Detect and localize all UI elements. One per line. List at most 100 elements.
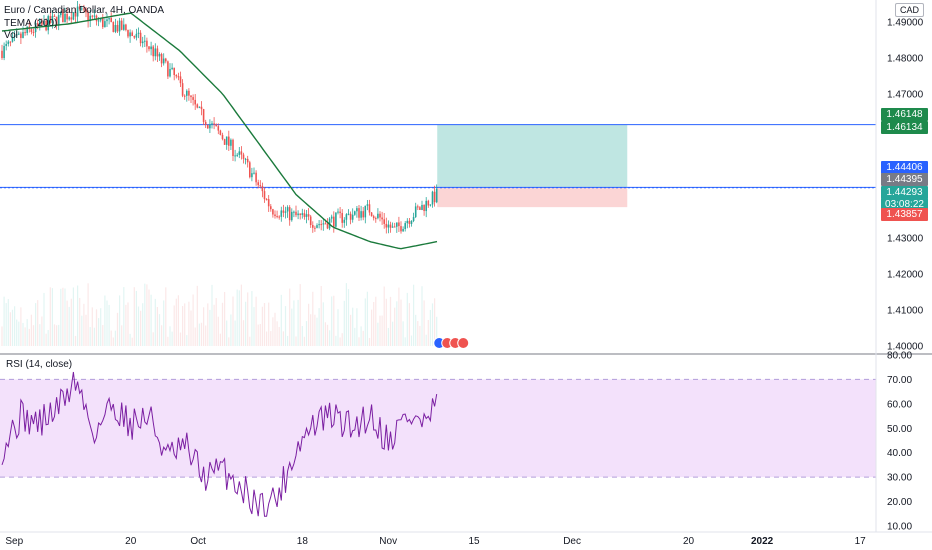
volume-bar xyxy=(368,337,371,346)
candle-body xyxy=(408,220,411,224)
volume-bar xyxy=(249,336,251,346)
candle-body xyxy=(221,134,224,140)
volume-bar xyxy=(188,301,190,346)
candle-body xyxy=(318,224,320,226)
candle-body xyxy=(192,97,194,100)
candle-body xyxy=(341,213,343,223)
candle-body xyxy=(135,33,138,38)
volume-bar xyxy=(77,285,79,346)
volume-bar xyxy=(398,287,400,346)
volume-bar xyxy=(263,303,266,346)
volume-bar xyxy=(95,309,98,346)
volume-bar xyxy=(196,285,198,346)
candle-body xyxy=(62,12,64,23)
candle-body xyxy=(83,8,85,10)
candle-body xyxy=(320,224,322,226)
volume-bar xyxy=(53,324,56,346)
candle-body xyxy=(13,35,16,38)
time-tick-label: Sep xyxy=(5,536,23,547)
volume-bar xyxy=(182,306,184,346)
candle-body xyxy=(238,151,241,155)
volume-bar xyxy=(87,283,89,346)
candlestick-series xyxy=(1,0,438,234)
candle-body xyxy=(291,211,293,221)
candle-body xyxy=(249,162,251,178)
volume-bar xyxy=(41,316,43,346)
price-tick-label: 1.42000 xyxy=(887,270,924,281)
volume-bar xyxy=(179,332,182,346)
volume-bar xyxy=(303,336,305,346)
volume-bar xyxy=(356,308,358,346)
candle-body xyxy=(209,124,211,129)
candle-body xyxy=(110,18,112,23)
take-profit-zone[interactable] xyxy=(437,124,628,188)
stop-loss-zone[interactable] xyxy=(437,187,628,208)
candle-body xyxy=(156,48,159,57)
candle-body xyxy=(26,26,28,33)
volume-bar xyxy=(43,292,45,346)
currency-badge[interactable]: CAD xyxy=(894,3,924,17)
volume-bar xyxy=(106,300,108,346)
volume-bar xyxy=(221,302,224,346)
time-axis[interactable]: Sep20Oct18Nov15Dec20202217Feb xyxy=(5,536,932,547)
candle-body xyxy=(435,188,438,203)
tag-current-price: 1.44293 xyxy=(881,186,928,199)
volume-bar xyxy=(253,307,255,346)
candle-body xyxy=(297,213,299,216)
candle-body xyxy=(41,20,43,25)
rsi-band xyxy=(0,379,876,478)
volume-bar xyxy=(119,295,121,346)
volume-bar xyxy=(131,337,133,346)
volume-bar xyxy=(186,335,188,346)
candle-body xyxy=(295,211,297,216)
volume-bar xyxy=(392,321,394,346)
volume-bar xyxy=(60,288,62,346)
candle-body xyxy=(114,24,117,32)
candle-body xyxy=(286,207,289,212)
volume-bar xyxy=(215,298,217,346)
tema-legend[interactable]: TEMA (200) xyxy=(4,18,58,29)
volume-bar xyxy=(350,314,352,346)
candle-body xyxy=(196,104,199,108)
candle-body xyxy=(360,211,362,218)
candle-body xyxy=(417,206,419,208)
candle-body xyxy=(288,207,291,221)
candle-body xyxy=(404,223,406,229)
volume-bar xyxy=(144,283,146,346)
volume-bar xyxy=(123,287,125,346)
volume-bar xyxy=(312,291,314,346)
candle-body xyxy=(60,12,62,16)
rsi-legend[interactable]: RSI (14, close) xyxy=(6,359,73,370)
candle-body xyxy=(1,50,3,58)
candle-body xyxy=(74,12,77,17)
volume-bar xyxy=(247,292,249,346)
economic-events[interactable] xyxy=(433,337,470,349)
price-tick-label: 1.49000 xyxy=(887,18,924,29)
volume-bar xyxy=(175,298,177,346)
volume-bar xyxy=(341,333,343,346)
volume-bar xyxy=(406,292,408,346)
volume-bar xyxy=(47,330,49,346)
volume-bar xyxy=(324,322,326,346)
rsi-line xyxy=(1,371,438,517)
candle-body xyxy=(410,220,413,224)
candle-body xyxy=(270,206,272,210)
event-icon[interactable] xyxy=(457,337,470,349)
candle-body xyxy=(246,158,249,163)
candle-body xyxy=(431,191,434,205)
volume-bar xyxy=(114,330,116,346)
volume-bar xyxy=(1,326,3,346)
candle-body xyxy=(272,209,274,215)
volume-legend[interactable]: Vol xyxy=(4,30,18,41)
candle-body xyxy=(234,155,236,157)
volume-bar xyxy=(35,303,37,346)
volume-bar xyxy=(165,287,167,346)
candle-body xyxy=(162,58,165,64)
volume-bar xyxy=(224,292,226,346)
rsi-axis[interactable]: 80.00 70.00 60.00 50.00 40.00 30.00 20.00 10.00 xyxy=(887,351,912,533)
volume-bar xyxy=(377,322,379,346)
rsi-tick-label: 50.00 xyxy=(887,424,912,435)
volume-bar xyxy=(280,294,282,346)
time-tick-label: Dec xyxy=(563,536,581,547)
